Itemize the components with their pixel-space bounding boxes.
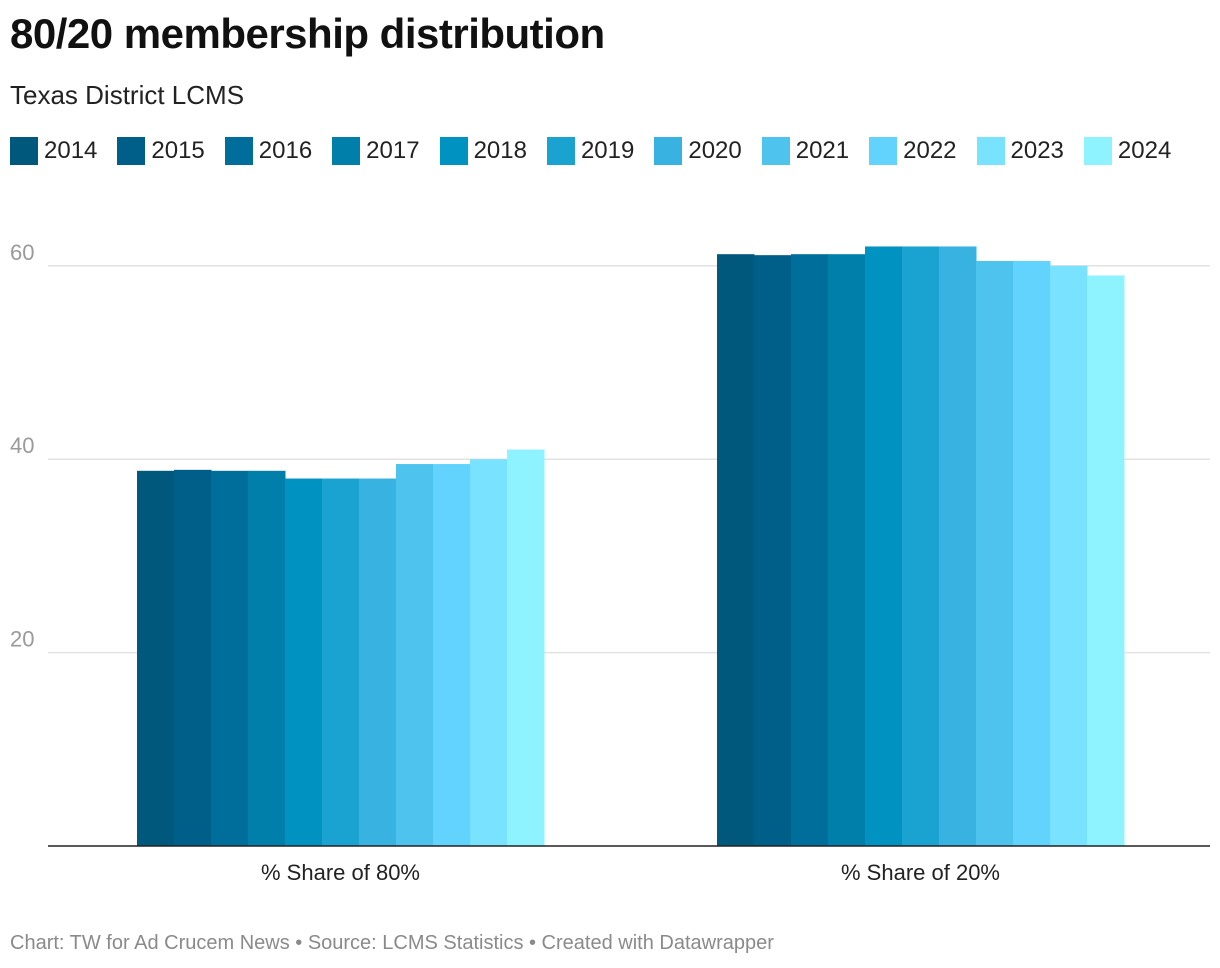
legend-item-2018: 2018 <box>439 137 527 165</box>
legend-label: 2018 <box>473 137 527 164</box>
bar-2024-share-80 <box>507 449 545 846</box>
legend-item-2015: 2015 <box>117 137 205 165</box>
bar-2019-share-80 <box>322 478 360 846</box>
legend-item-2016: 2016 <box>224 137 313 165</box>
legend-label: 2016 <box>258 137 313 164</box>
bar-2015-share-80 <box>174 469 212 846</box>
legend-swatch <box>761 137 790 165</box>
bar-2018-share-20 <box>865 246 903 847</box>
bar-2023-share-20 <box>1050 265 1088 846</box>
bar-2020-share-20 <box>939 246 977 847</box>
x-category-label: % Share of 80% <box>261 860 420 885</box>
bar-2023-share-80 <box>470 459 508 846</box>
bar-2021-share-80 <box>396 464 434 846</box>
bar-chart: 20 40 60 % Share of 80% % Share of 20% <box>10 240 1210 885</box>
legend-swatch <box>654 137 683 165</box>
legend-label: 2017 <box>366 137 420 164</box>
legend-item-2024: 2024 <box>1083 137 1172 165</box>
bar-2014-share-80 <box>137 470 175 846</box>
bar-2014-share-20 <box>717 254 755 847</box>
legend-item-2022: 2022 <box>869 137 957 165</box>
bar-2018-share-80 <box>285 478 323 846</box>
legend-item-2020: 2020 <box>654 137 742 165</box>
legend-swatch <box>976 137 1005 165</box>
chart-title: 80/20 membership distribution <box>10 10 605 57</box>
legend-item-2017: 2017 <box>332 137 420 165</box>
y-tick-label: 60 <box>10 240 34 265</box>
y-tick-label: 40 <box>10 433 34 458</box>
chart-footer: Chart: TW for Ad Crucem News • Source: L… <box>10 932 774 954</box>
bar-2017-share-20 <box>828 254 866 847</box>
legend-swatch <box>10 137 38 165</box>
legend-label: 2021 <box>795 137 850 164</box>
legend-swatch <box>332 137 361 165</box>
bar-2022-share-20 <box>1013 260 1051 847</box>
bar-2015-share-20 <box>754 255 792 847</box>
legend-swatch <box>224 137 253 165</box>
x-category-label: % Share of 20% <box>841 860 1000 885</box>
legend-swatch <box>869 137 898 165</box>
legend-label: 2022 <box>903 137 957 164</box>
legend-label: 2015 <box>151 137 205 164</box>
legend-label: 2024 <box>1117 137 1172 164</box>
legend-swatch <box>117 137 146 165</box>
bar-2019-share-20 <box>902 246 940 847</box>
legend-swatch <box>439 137 468 165</box>
legend-item-2023: 2023 <box>976 137 1064 165</box>
bar-2020-share-80 <box>359 478 397 846</box>
legend: 2014 2015 2016 2017 2018 2019 2020 2021 2022 2023… <box>10 137 1191 165</box>
bar-2024-share-20 <box>1087 275 1125 847</box>
y-tick-label: 20 <box>10 627 34 652</box>
legend-label: 2020 <box>688 137 742 164</box>
legend-item-2019: 2019 <box>546 137 635 165</box>
legend-swatch <box>546 137 575 165</box>
legend-item-2014: 2014 <box>10 137 97 165</box>
chart-subtitle: Texas District LCMS <box>10 80 245 110</box>
legend-label: 2014 <box>44 137 98 164</box>
legend-item-2021: 2021 <box>761 137 850 165</box>
legend-label: 2019 <box>580 137 635 164</box>
legend-label: 2023 <box>1010 137 1064 164</box>
bar-2016-share-80 <box>211 470 249 846</box>
bar-2016-share-20 <box>791 254 829 847</box>
bar-2021-share-20 <box>976 260 1014 847</box>
legend-swatch <box>1083 137 1112 165</box>
bar-2022-share-80 <box>433 464 471 846</box>
bar-2017-share-80 <box>248 470 286 846</box>
